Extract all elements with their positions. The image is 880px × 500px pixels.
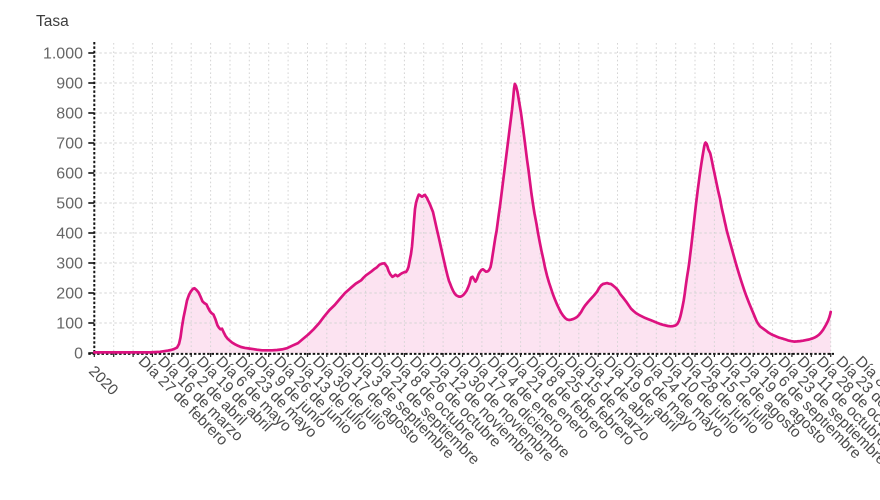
svg-text:Tasa: Tasa xyxy=(36,13,69,30)
svg-text:700: 700 xyxy=(56,136,83,153)
svg-text:900: 900 xyxy=(56,76,83,93)
svg-text:600: 600 xyxy=(56,166,83,183)
svg-text:300: 300 xyxy=(56,256,83,273)
svg-text:0: 0 xyxy=(74,346,83,363)
svg-text:100: 100 xyxy=(56,316,83,333)
svg-text:800: 800 xyxy=(56,106,83,123)
svg-text:1.000: 1.000 xyxy=(43,46,83,63)
svg-text:500: 500 xyxy=(56,196,83,213)
svg-text:200: 200 xyxy=(56,286,83,303)
svg-text:400: 400 xyxy=(56,226,83,243)
